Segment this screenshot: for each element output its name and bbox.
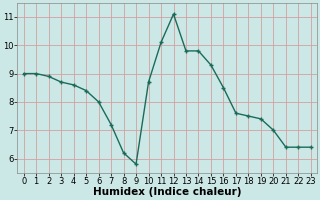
X-axis label: Humidex (Indice chaleur): Humidex (Indice chaleur) bbox=[93, 187, 242, 197]
